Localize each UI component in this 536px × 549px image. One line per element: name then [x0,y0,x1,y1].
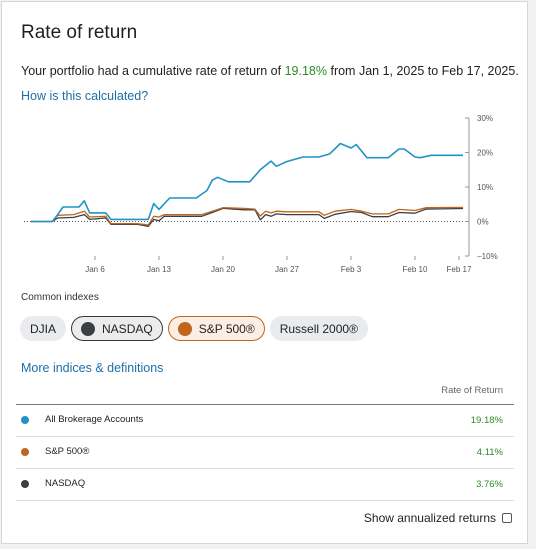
y-tick-label: 20% [477,149,493,158]
row-value: 4.11% [476,447,503,458]
pill-label: Russell 2000® [279,321,358,336]
x-tick-label: Jan 13 [147,265,172,274]
common-indexes-label: Common indexes [21,292,99,303]
table-row: NASDAQ 3.76% [16,469,514,501]
nasdaq-dot-icon [21,480,29,488]
table-header: Rate of Return [16,382,514,405]
series-line-portfolio [31,142,463,223]
index-pills: DJIA NASDAQ S&P 500® Russell 2000® [20,316,368,341]
return-chart: 30% 20% 10% 0% −10% Jan 6 Jan 13 Jan 20 Jan 27 Fe… [24,114,498,274]
rate-of-return-card: Rate of return Your portfolio had a cumu… [1,1,528,544]
annualized-checkbox[interactable] [502,513,512,523]
summary-suffix: from Jan 1, 2025 to Feb 17, 2025. [327,64,519,78]
x-tick-label: Feb 17 [447,265,472,274]
returns-table: Rate of Return All Brokerage Accounts 19… [16,382,514,501]
sp500-dot-icon [177,321,192,336]
row-name: S&P 500® [45,446,90,457]
cumulative-rate: 19.18% [284,64,327,78]
row-value: 3.76% [476,479,503,490]
x-tick-label: Jan 6 [85,265,105,274]
series-line-sp500 [31,206,464,226]
summary-prefix: Your portfolio had a cumulative rate of … [21,64,285,78]
card-title: Rate of return [21,22,138,43]
y-tick-label: 10% [477,183,493,192]
row-value: 19.18% [470,415,503,426]
portfolio-dot-icon [21,416,29,424]
how-calculated-link[interactable]: How is this calculated? [21,89,149,103]
sp500-dot-icon [21,448,29,456]
pill-label: S&P 500® [198,321,255,336]
x-tick-label: Feb 3 [341,265,362,274]
row-name: All Brokerage Accounts [45,414,144,425]
y-tick-label: 30% [477,114,493,123]
annualized-toggle[interactable]: Show annualized returns [364,511,512,525]
pill-label: NASDAQ [102,321,153,336]
rate-of-return-header: Rate of Return [441,385,503,396]
table-row: S&P 500® 4.11% [16,437,514,469]
y-tick-label: 0% [477,218,489,227]
return-summary: Your portfolio had a cumulative rate of … [21,64,519,78]
pill-sp500[interactable]: S&P 500® [167,316,265,341]
y-tick-label: −10% [477,252,498,261]
pill-nasdaq[interactable]: NASDAQ [71,316,163,341]
more-indices-link[interactable]: More indices & definitions [21,361,164,375]
row-name: NASDAQ [45,478,86,489]
nasdaq-dot-icon [81,321,96,336]
pill-djia[interactable]: DJIA [20,316,67,341]
x-tick-label: Jan 20 [211,265,236,274]
x-tick-label: Jan 27 [275,265,300,274]
pill-russell-2000[interactable]: Russell 2000® [269,316,368,341]
table-row: All Brokerage Accounts 19.18% [16,405,514,437]
pill-label: DJIA [30,321,57,336]
series-line-nasdaq [31,207,464,227]
annualized-label: Show annualized returns [363,511,496,525]
x-tick-label: Feb 10 [403,265,428,274]
